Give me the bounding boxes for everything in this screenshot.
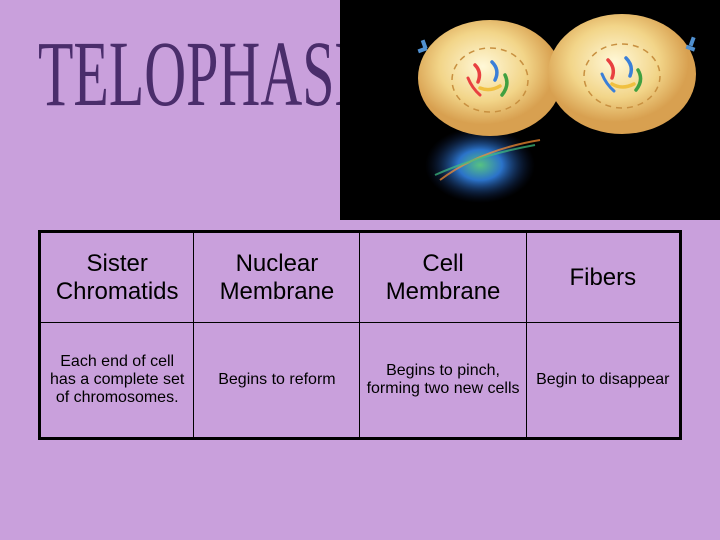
telophase-illustration [340,0,720,220]
table-header-row: Sister Chromatids Nuclear Membrane Cell … [41,233,680,323]
header-nuclear-membrane: Nuclear Membrane [194,233,360,323]
header-sister-chromatids: Sister Chromatids [41,233,194,323]
cell-cell-membrane: Begins to pinch, forming two new cells [360,323,526,438]
cell-sister-chromatids: Each end of cell has a complete set of c… [41,323,194,438]
header-fibers: Fibers [526,233,679,323]
cell-nuclear-membrane: Begins to reform [194,323,360,438]
cell-fibers: Begin to disappear [526,323,679,438]
table-row: Each end of cell has a complete set of c… [41,323,680,438]
telophase-table: Sister Chromatids Nuclear Membrane Cell … [38,230,682,440]
header-cell-membrane: Cell Membrane [360,233,526,323]
slide-title: TELOPHASE [38,20,370,127]
